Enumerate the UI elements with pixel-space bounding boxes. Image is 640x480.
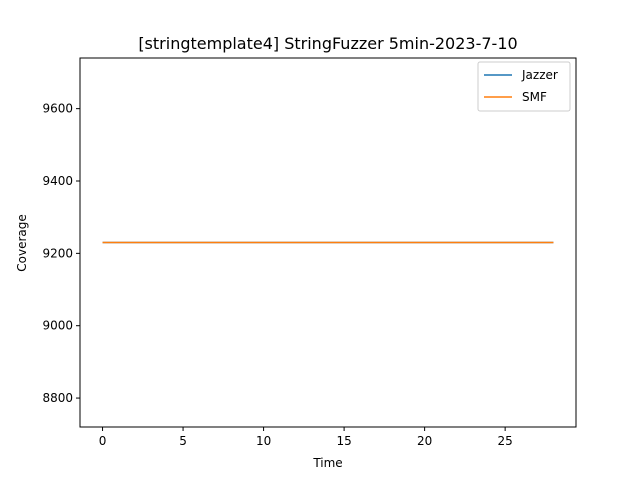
x-tick-label: 10 [256, 434, 271, 448]
x-tick-label: 25 [498, 434, 513, 448]
x-axis: 0 5 10 15 20 25 [99, 427, 513, 448]
y-tick-label: 8800 [42, 391, 73, 405]
y-tick-label: 9600 [42, 102, 73, 116]
y-tick-label: 9400 [42, 174, 73, 188]
chart-title: [stringtemplate4] StringFuzzer 5min-2023… [138, 34, 517, 53]
legend-label-jazzer: Jazzer [521, 68, 558, 82]
x-axis-label: Time [312, 456, 342, 470]
x-tick-label: 15 [336, 434, 351, 448]
y-tick-label: 9000 [42, 319, 73, 333]
legend: Jazzer SMF [477, 61, 571, 112]
x-tick-label: 0 [99, 434, 107, 448]
axes-frame [79, 57, 577, 428]
legend-label-smf: SMF [522, 90, 547, 104]
y-tick-label: 9200 [42, 246, 73, 260]
x-tick-label: 20 [417, 434, 432, 448]
x-tick-label: 5 [179, 434, 187, 448]
y-axis: 8800 9000 9200 9400 9600 [42, 102, 80, 405]
y-axis-label: Coverage [15, 214, 29, 272]
